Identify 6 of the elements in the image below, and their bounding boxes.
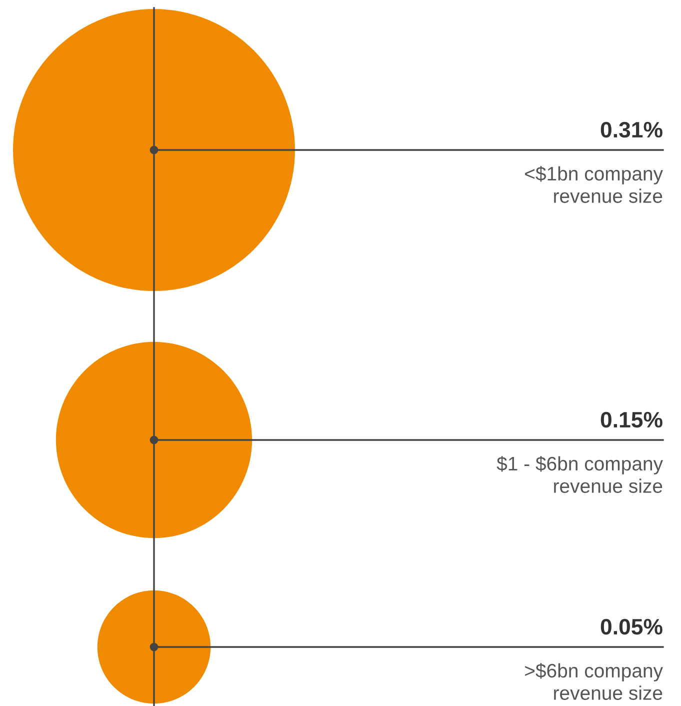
category-label: <$1bn company revenue size bbox=[525, 166, 663, 203]
data-label: 0.05% bbox=[600, 618, 662, 635]
data-label: 0.31% bbox=[600, 122, 662, 138]
data-label: 0.15% bbox=[600, 412, 662, 428]
category-label: >$6bn company revenue size bbox=[525, 663, 663, 700]
category-label: $1 - $6bn company revenue size bbox=[496, 456, 663, 493]
